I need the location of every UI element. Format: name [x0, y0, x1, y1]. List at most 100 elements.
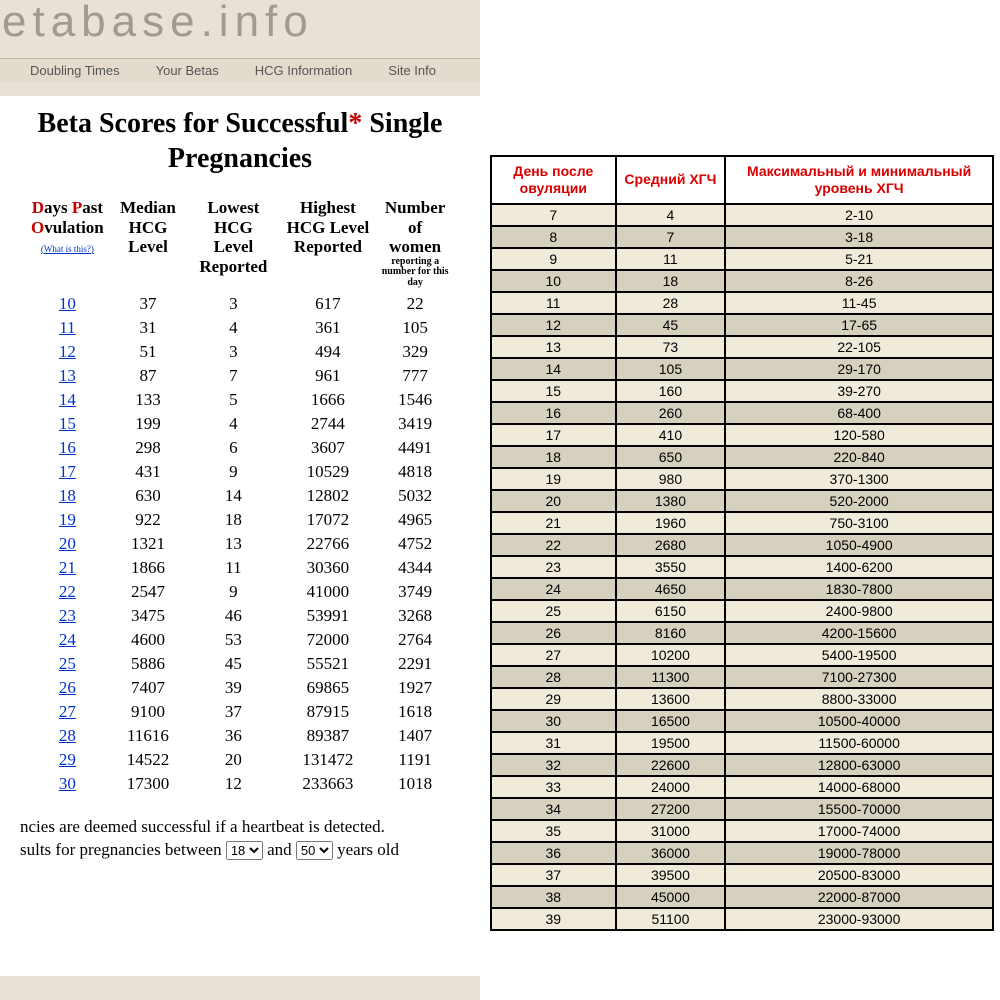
day-link[interactable]: 29 [59, 750, 76, 769]
table-row: 1626068-400 [491, 402, 993, 424]
cell-avg: 28 [616, 292, 726, 314]
nav-item[interactable]: Your Betas [156, 63, 219, 78]
day-link[interactable]: 22 [59, 582, 76, 601]
cell-avg: 16500 [616, 710, 726, 732]
cell-avg: 1960 [616, 512, 726, 534]
cell-day: 32 [491, 754, 616, 776]
day-link[interactable]: 30 [59, 774, 76, 793]
cell-low: 3 [186, 292, 280, 316]
day-link[interactable]: 11 [59, 318, 75, 337]
cell-median: 31 [110, 316, 186, 340]
cell-day: 10 [25, 292, 110, 316]
table-row: 16298636074491 [25, 436, 455, 460]
cell-high: 131472 [281, 748, 376, 772]
cell-day: 39 [491, 908, 616, 930]
table-row: 25588645555212291 [25, 652, 455, 676]
cell-avg: 105 [616, 358, 726, 380]
table-row: 2225479410003749 [25, 580, 455, 604]
cell-day: 18 [25, 484, 110, 508]
cell-n: 4752 [375, 532, 455, 556]
cell-avg: 650 [616, 446, 726, 468]
col-lowest: Lowest HCG Level Reported [186, 194, 280, 292]
cell-low: 46 [186, 604, 280, 628]
age-from-select[interactable]: 18 [226, 841, 263, 860]
nav-item[interactable]: Doubling Times [30, 63, 120, 78]
cell-avg: 22600 [616, 754, 726, 776]
cell-n: 4344 [375, 556, 455, 580]
cell-median: 4600 [110, 628, 186, 652]
table-row: 17410120-580 [491, 424, 993, 446]
day-link[interactable]: 16 [59, 438, 76, 457]
cell-range: 370-1300 [725, 468, 993, 490]
cell-avg: 160 [616, 380, 726, 402]
cell-high: 10529 [281, 460, 376, 484]
day-link[interactable]: 21 [59, 558, 76, 577]
cell-high: 22766 [281, 532, 376, 556]
day-link[interactable]: 25 [59, 654, 76, 673]
cell-n: 3419 [375, 412, 455, 436]
cell-day: 26 [491, 622, 616, 644]
cell-low: 9 [186, 580, 280, 604]
day-link[interactable]: 27 [59, 702, 76, 721]
cell-n: 329 [375, 340, 455, 364]
day-link[interactable]: 18 [59, 486, 76, 505]
cell-median: 630 [110, 484, 186, 508]
cell-avg: 31000 [616, 820, 726, 842]
cell-high: 961 [281, 364, 376, 388]
age-to-select[interactable]: 50 [296, 841, 333, 860]
table-row: 2446501830-7800 [491, 578, 993, 600]
day-link[interactable]: 26 [59, 678, 76, 697]
cell-avg: 39500 [616, 864, 726, 886]
cell-low: 53 [186, 628, 280, 652]
day-link[interactable]: 12 [59, 342, 76, 361]
what-is-this-link[interactable]: (What is this?) [41, 244, 94, 254]
cell-n: 777 [375, 364, 455, 388]
day-link[interactable]: 10 [59, 294, 76, 313]
table-row: 353100017000-74000 [491, 820, 993, 842]
cell-high: 87915 [281, 700, 376, 724]
cell-n: 5032 [375, 484, 455, 508]
cell-day: 14 [491, 358, 616, 380]
cell-range: 7100-27300 [725, 666, 993, 688]
page-title: Beta Scores for Successful* Single Pregn… [20, 106, 460, 176]
cell-low: 12 [186, 772, 280, 796]
day-link[interactable]: 15 [59, 414, 76, 433]
table-row: 1410529-170 [491, 358, 993, 380]
cell-day: 16 [25, 436, 110, 460]
cell-avg: 3550 [616, 556, 726, 578]
cell-avg: 2680 [616, 534, 726, 556]
cell-day: 12 [25, 340, 110, 364]
table-row: 373950020500-83000 [491, 864, 993, 886]
day-link[interactable]: 17 [59, 462, 76, 481]
cell-high: 55521 [281, 652, 376, 676]
cell-low: 37 [186, 700, 280, 724]
cell-day: 27 [491, 644, 616, 666]
cell-avg: 10200 [616, 644, 726, 666]
table-row: 11314361105 [25, 316, 455, 340]
table-row: 26740739698651927 [25, 676, 455, 700]
cell-high: 89387 [281, 724, 376, 748]
cell-avg: 410 [616, 424, 726, 446]
cell-range: 1400-6200 [725, 556, 993, 578]
cell-range: 14000-68000 [725, 776, 993, 798]
day-link[interactable]: 14 [59, 390, 76, 409]
cell-day: 33 [491, 776, 616, 798]
day-link[interactable]: 28 [59, 726, 76, 745]
asterisk: * [348, 108, 362, 139]
day-link[interactable]: 20 [59, 534, 76, 553]
day-link[interactable]: 19 [59, 510, 76, 529]
cell-range: 4200-15600 [725, 622, 993, 644]
site-logo-text: etabase.info [0, 0, 480, 44]
day-link[interactable]: 13 [59, 366, 76, 385]
table-row: 28113007100-27300 [491, 666, 993, 688]
footnote: ncies are deemed successful if a heartbe… [20, 816, 460, 862]
cell-avg: 11300 [616, 666, 726, 688]
table-row: 27910037879151618 [25, 700, 455, 724]
day-link[interactable]: 24 [59, 630, 76, 649]
cell-avg: 980 [616, 468, 726, 490]
cell-high: 233663 [281, 772, 376, 796]
nav-item[interactable]: HCG Information [255, 63, 353, 78]
nav-item[interactable]: Site Info [388, 63, 436, 78]
day-link[interactable]: 23 [59, 606, 76, 625]
right-panel: День после овуляции Средний ХГЧ Максимал… [490, 155, 994, 995]
